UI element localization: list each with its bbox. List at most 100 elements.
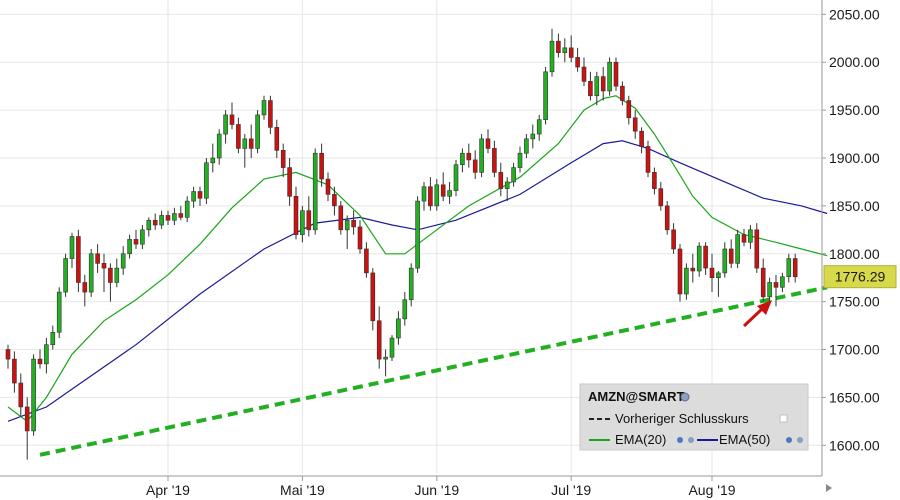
candle-body <box>332 194 337 207</box>
legend-ema20-label: EMA(20) <box>615 432 666 447</box>
annotation-arrow <box>742 300 772 328</box>
legend-ema20-settings-icon[interactable] <box>688 437 694 443</box>
arrow-head <box>757 300 772 315</box>
candle-body <box>511 167 516 183</box>
candle-body <box>376 320 382 360</box>
ema-layer <box>7 95 828 423</box>
legend-ema20-check-icon[interactable] <box>677 437 683 443</box>
candle-body <box>165 215 171 221</box>
candle-body <box>677 248 683 295</box>
candle-body <box>280 150 286 168</box>
candle-body <box>229 114 235 125</box>
candle-body <box>108 267 113 283</box>
legend-ema50-check-icon[interactable] <box>786 437 792 443</box>
candle-body <box>383 356 388 360</box>
candle-body <box>664 205 670 231</box>
candle-body <box>549 40 555 73</box>
candle-body <box>63 258 68 293</box>
candle-body <box>421 186 427 202</box>
legend[interactable]: AMZN@SMART Vorheriger Schlusskurs EMA(20… <box>579 383 809 451</box>
candle-body <box>568 47 574 58</box>
candle-body <box>575 57 580 68</box>
candle-body <box>754 229 760 269</box>
candle-body <box>780 276 785 288</box>
scroll-right-icon[interactable] <box>826 484 832 492</box>
candle-body <box>530 133 536 140</box>
candle-body <box>600 76 606 92</box>
candle-body <box>236 124 241 149</box>
candle-body <box>626 100 632 119</box>
candle-body <box>255 114 260 149</box>
candle-body <box>760 267 766 298</box>
candle-body <box>562 47 568 53</box>
candle-body <box>696 245 702 272</box>
candle-body <box>645 146 651 173</box>
candle-body <box>581 66 587 82</box>
candle-body <box>460 152 465 166</box>
candle-body <box>767 282 772 298</box>
candle-body <box>274 127 280 151</box>
x-tick-label: Mai '19 <box>280 482 325 498</box>
candle-body <box>50 331 56 346</box>
candle-body <box>197 191 203 199</box>
y-tick-label: 1800.00 <box>829 246 880 262</box>
candle-body <box>5 349 11 360</box>
candle-body <box>396 318 401 339</box>
candle-body <box>639 130 644 147</box>
candle-body <box>517 152 523 168</box>
candle-body <box>12 358 17 384</box>
x-axis-ticks: Apr '19 Mai '19 Jun '19 Jul '19 Aug '19 <box>146 476 736 498</box>
candle-body <box>248 138 254 149</box>
candle-body <box>159 215 164 226</box>
candle-body <box>357 226 363 250</box>
legend-prev-close-toggle-icon[interactable] <box>779 414 788 423</box>
candle-body <box>690 267 696 272</box>
legend-ema50-settings-icon[interactable] <box>797 437 803 443</box>
candle-body <box>88 253 94 293</box>
candle-body <box>658 188 664 207</box>
candle-body <box>453 164 459 191</box>
candle-body <box>741 234 747 243</box>
candle-body <box>786 258 792 278</box>
candle-body <box>722 248 728 274</box>
candle-body <box>120 253 126 269</box>
legend-prev-close-label: Vorheriger Schlusskurs <box>615 411 749 426</box>
candle-body <box>101 263 107 269</box>
candle-body <box>472 159 478 173</box>
last-price-label: 1776.29 <box>835 269 886 285</box>
candle-body <box>24 406 30 432</box>
candle-body <box>607 61 612 92</box>
legend-settings-icon[interactable] <box>680 392 690 402</box>
candle-layer <box>5 28 798 460</box>
candle-body <box>37 358 43 365</box>
y-tick-label: 1950.00 <box>829 102 880 118</box>
ema20-line <box>7 95 828 423</box>
candle-body <box>498 172 504 189</box>
candle-body <box>287 167 292 197</box>
candle-body <box>178 213 184 218</box>
y-tick-label: 1750.00 <box>829 294 880 310</box>
candle-body <box>543 71 548 120</box>
x-tick-label: Jul '19 <box>551 482 591 498</box>
candle-body <box>31 358 36 432</box>
candle-body <box>524 138 529 154</box>
last-price-badge: 1776.29 <box>823 265 897 289</box>
y-tick-label: 1650.00 <box>829 389 880 405</box>
candle-body <box>44 344 49 365</box>
candle-body <box>216 133 222 159</box>
candle-body <box>536 119 542 135</box>
candle-body <box>415 200 420 269</box>
candle-body <box>293 196 299 235</box>
candle-body <box>684 267 689 295</box>
candle-body <box>223 114 228 135</box>
candle-body <box>69 236 75 259</box>
candle-body <box>242 138 248 149</box>
candle-body <box>261 100 267 116</box>
y-tick-label: 1900.00 <box>829 150 880 166</box>
x-tick-label: Jun '19 <box>414 482 459 498</box>
legend-symbol: AMZN@SMART <box>588 389 684 404</box>
candle-body <box>95 253 100 264</box>
candle-body <box>140 229 145 245</box>
